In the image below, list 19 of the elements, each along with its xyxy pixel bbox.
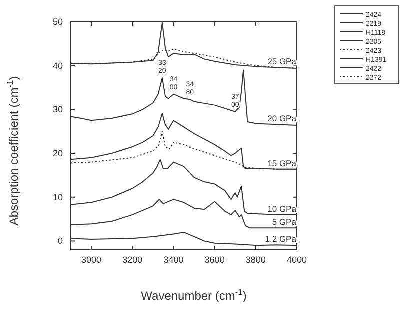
y-tick-label: 40 — [52, 60, 63, 71]
annotation: 5 GPa — [272, 217, 297, 228]
x-tick-label: 3400 — [164, 255, 184, 265]
y-tick-label: 20 — [52, 148, 63, 159]
x-tick-label: 3600 — [204, 255, 225, 265]
annotation: 25 GPa — [268, 56, 297, 67]
x-tick-label: 4000 — [286, 255, 308, 265]
x-axis-title: Wavenumber (cm$^{-1}$) — [141, 287, 247, 303]
annotation: 10 GPa — [268, 204, 297, 214]
y-tick-label: 0 — [58, 236, 63, 246]
annotation: 15 GPa — [268, 158, 297, 168]
annotation: 1.2 GPa — [265, 234, 297, 244]
y-tick-label: 10 — [52, 192, 63, 202]
y-tick-label: 30 — [52, 104, 63, 115]
annotation: 20 GPa — [268, 114, 297, 124]
y-tick-label: 50 — [52, 17, 63, 27]
x-tick-label: 3000 — [82, 255, 102, 265]
x-tick-label: 3800 — [246, 255, 266, 265]
x-tick-label: 3200 — [122, 255, 143, 265]
